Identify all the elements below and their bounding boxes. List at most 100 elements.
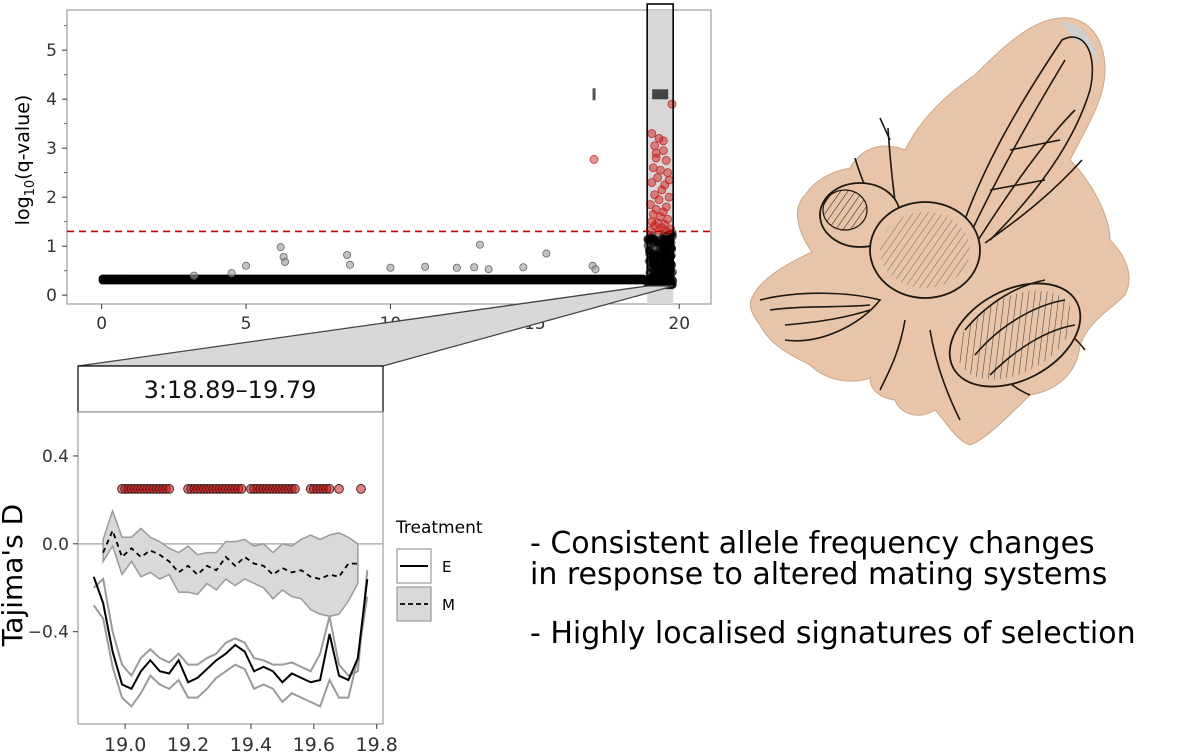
- red-point: [658, 136, 668, 146]
- red-point: [651, 148, 661, 158]
- sig-point: [356, 484, 366, 494]
- red-point: [656, 165, 665, 175]
- x-tick-label: 20: [668, 314, 690, 334]
- tajima-d-plot: 3:18.89–19.79 19.0 19.2 19.4 19.6 19.8 0.40.…: [0, 365, 483, 753]
- x-tick-label: 19.4: [230, 734, 272, 753]
- y-axis-title: Tajima's D: [0, 504, 29, 647]
- y-axis: 0 1 2 3 4 5: [46, 25, 67, 306]
- x-tick-label: 19.0: [104, 734, 146, 753]
- legend-title: Treatment: [395, 518, 483, 538]
- y-tick-label: 5: [46, 41, 57, 61]
- gray-point: [591, 265, 600, 274]
- series-M-line: [102, 528, 358, 580]
- gray-point: [343, 250, 352, 259]
- marker-ticks: [592, 88, 669, 101]
- sig-point: [334, 484, 344, 494]
- y-tick-label: 0: [46, 286, 57, 306]
- red-points: [589, 99, 677, 236]
- x-tick-label: 0: [96, 314, 107, 334]
- black-point-cluster: [643, 228, 678, 290]
- red-point: [654, 195, 664, 205]
- red-point: [654, 133, 664, 143]
- cluster-point: [658, 255, 667, 264]
- red-point: [660, 180, 670, 190]
- y-tick-label: 3: [46, 139, 57, 159]
- cluster-point: [665, 255, 674, 264]
- gray-point: [346, 260, 355, 269]
- x-tick-label: 19.2: [167, 734, 209, 753]
- y-tick-label: 4: [46, 90, 57, 110]
- y-tick-label: 0.0: [42, 535, 69, 555]
- fly-illustration-icon: [749, 17, 1130, 446]
- y-tick-label: 0.4: [42, 447, 69, 467]
- y-tick-label: −0.4: [28, 623, 69, 643]
- x-tick-label: 19.6: [293, 734, 335, 753]
- red-point: [657, 185, 667, 195]
- red-point: [661, 156, 671, 165]
- red-point: [658, 146, 668, 156]
- sig-point: [290, 484, 300, 494]
- gray-point: [386, 263, 395, 272]
- significant-points: [117, 484, 366, 494]
- x-axis: 19.0 19.2 19.4 19.6 19.8: [104, 724, 398, 753]
- cluster-point: [661, 246, 670, 255]
- bullet-list: - Consistent allele frequency changes in…: [530, 526, 1136, 651]
- bullet-1-line-1: - Consistent allele frequency changes: [530, 526, 1095, 561]
- bullet-2-line-1: - Highly localised signatures of selecti…: [530, 616, 1136, 651]
- gray-point: [470, 263, 479, 272]
- red-point: [589, 155, 599, 164]
- panel-title: 3:18.89–19.79: [144, 376, 317, 404]
- gray-point: [475, 240, 484, 249]
- red-point: [648, 209, 658, 219]
- red-point: [645, 200, 655, 209]
- gray-point: [519, 263, 528, 272]
- cluster-point: [659, 240, 668, 249]
- red-point: [653, 173, 662, 182]
- red-point: [664, 192, 674, 202]
- red-point: [660, 219, 670, 229]
- cluster-point: [655, 270, 664, 279]
- red-point: [663, 214, 673, 224]
- red-point: [654, 226, 664, 235]
- gray-point: [484, 265, 493, 274]
- cluster-point: [649, 238, 658, 247]
- red-point: [663, 168, 673, 178]
- red-point: [667, 99, 677, 109]
- cluster-point: [652, 255, 661, 264]
- gray-point: [452, 263, 461, 272]
- x-tick-label: 5: [241, 314, 252, 334]
- legend-label-E: E: [442, 558, 451, 576]
- red-point: [651, 153, 661, 163]
- gray-point: [227, 269, 236, 278]
- gray-point: [190, 271, 199, 280]
- x-tick-label: 19.8: [356, 734, 398, 753]
- gray-point: [242, 261, 251, 270]
- band-M: [102, 508, 359, 618]
- red-point: [647, 129, 657, 138]
- y-axis: 0.4 0.0 −0.4: [28, 447, 78, 643]
- band-E-lower: [92, 596, 369, 708]
- gray-point: [542, 249, 551, 258]
- series-E-line: [92, 576, 369, 691]
- red-point: [661, 202, 671, 212]
- y-tick-label: 2: [46, 188, 57, 208]
- marker-bar: [652, 89, 669, 100]
- sig-point: [324, 484, 335, 494]
- red-point: [650, 190, 660, 200]
- red-point: [647, 178, 657, 187]
- gray-point: [281, 257, 290, 266]
- gray-point: [276, 243, 285, 252]
- legend-label-M: M: [442, 596, 455, 614]
- strip-header: [77, 365, 384, 413]
- gray-point: [421, 262, 430, 271]
- sig-point: [236, 484, 247, 494]
- y-axis-title: log10(q-value): [12, 95, 38, 226]
- red-point: [658, 207, 668, 217]
- red-point: [648, 163, 658, 173]
- legend: Treatment E M: [395, 518, 483, 622]
- red-point: [650, 141, 660, 151]
- red-point: [664, 175, 674, 185]
- plot-panel: [66, 9, 712, 305]
